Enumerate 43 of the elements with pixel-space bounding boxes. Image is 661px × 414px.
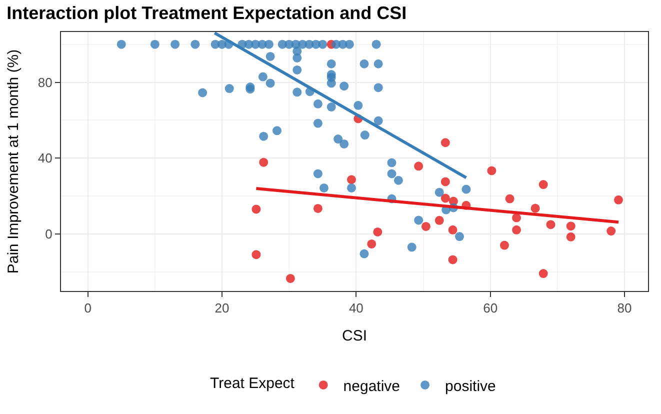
y-tick-label: 40 bbox=[38, 150, 52, 166]
legend-title: Treat Expect bbox=[210, 375, 296, 392]
legend-label: negative bbox=[343, 378, 400, 395]
point bbox=[566, 222, 576, 231]
point bbox=[538, 269, 548, 278]
point bbox=[252, 204, 261, 214]
point bbox=[346, 175, 356, 184]
point bbox=[546, 220, 556, 230]
point bbox=[448, 255, 458, 264]
chart-title: Interaction plot Treatment Expectation and CSI bbox=[6, 2, 407, 23]
point bbox=[538, 180, 548, 190]
point bbox=[448, 225, 458, 234]
point bbox=[505, 194, 514, 204]
point bbox=[421, 222, 430, 231]
point bbox=[512, 225, 522, 234]
point bbox=[373, 227, 382, 236]
point bbox=[313, 204, 322, 213]
x-tick-label: 20 bbox=[214, 300, 230, 316]
x-tick-label: 80 bbox=[617, 300, 632, 316]
x-tick-label: 40 bbox=[348, 300, 364, 316]
point bbox=[440, 194, 450, 203]
point bbox=[530, 204, 540, 213]
point bbox=[434, 216, 444, 225]
point bbox=[252, 250, 261, 260]
point bbox=[614, 195, 623, 204]
y-tick-label: 80 bbox=[38, 74, 52, 90]
x-tick-label: 60 bbox=[483, 300, 498, 316]
y-tick-label: 0 bbox=[45, 226, 52, 242]
point bbox=[606, 226, 616, 236]
point bbox=[367, 239, 376, 248]
y-axis-title: Pain Improvement at 1 month (%) bbox=[5, 49, 22, 274]
point bbox=[440, 177, 450, 186]
point bbox=[414, 162, 424, 171]
point bbox=[440, 138, 450, 148]
point bbox=[487, 166, 496, 176]
legend-label: positive bbox=[445, 378, 496, 395]
point bbox=[566, 232, 576, 242]
point bbox=[259, 158, 268, 167]
point bbox=[286, 274, 295, 283]
x-tick-label: 0 bbox=[84, 300, 92, 316]
point bbox=[500, 240, 509, 250]
point bbox=[512, 213, 522, 222]
x-axis-title: CSI bbox=[342, 328, 368, 345]
